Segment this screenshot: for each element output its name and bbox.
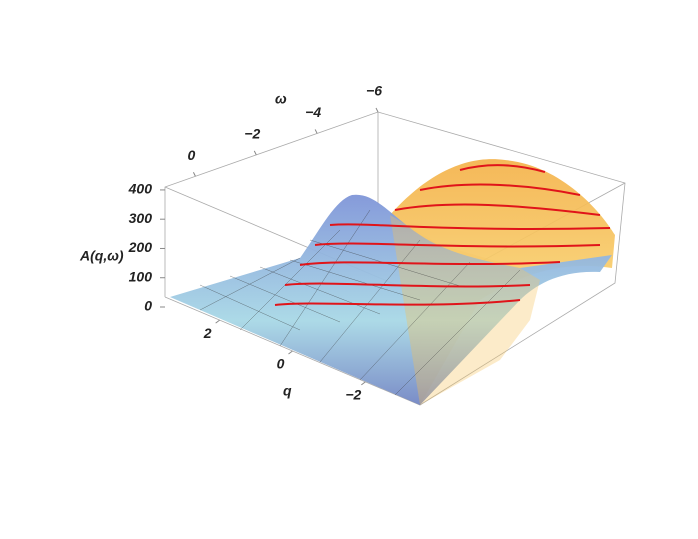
z-tick-label: 0 [144,298,152,314]
y-tick-label: −6 [366,83,382,99]
z-tick-label: 300 [129,210,153,226]
surface [170,159,615,405]
x-tick-label: −2 [345,387,361,403]
x-tick [361,381,366,386]
y-tick [192,172,196,177]
z-tick-label: 200 [128,239,153,255]
y-tick [375,107,379,113]
x-tick [288,350,293,355]
y-tick-label: 0 [188,147,196,163]
x-axis-title: q [283,383,292,399]
y-tick-label: −2 [244,126,260,142]
x-tick-label: 2 [203,325,212,341]
y-axis-title: ω [275,91,287,107]
y-tick [314,129,318,134]
z-tick-label: 100 [129,268,153,284]
y-tick-label: −4 [305,104,321,120]
x-tick [215,319,220,324]
y-tick [253,150,257,156]
x-tick-label: 0 [277,356,285,372]
z-tick-label: 400 [128,181,153,197]
z-axis-title: A(q,ω) [79,248,124,264]
